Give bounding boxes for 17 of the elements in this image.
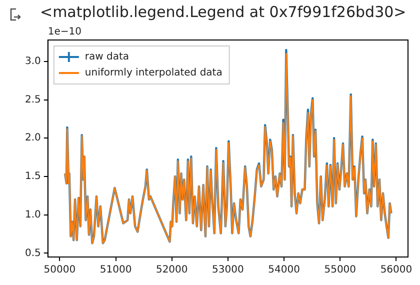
x-tick-label: 50000 [44, 264, 76, 276]
y-tick-label: 3.0 [24, 56, 41, 68]
x-tick-label: 54000 [268, 264, 300, 276]
x-tick-label: 53000 [212, 264, 244, 276]
y-tick-label: 2.0 [24, 132, 41, 144]
y-tick-label: 0.5 [24, 248, 41, 259]
y-tick-label: 1.5 [24, 171, 41, 182]
y-tick-label: 1.0 [24, 209, 41, 220]
legend-label: uniformly interpolated data [84, 68, 222, 79]
text: 1e−10 [48, 26, 82, 38]
y-tick-label: 2.5 [24, 94, 41, 106]
legend-label: raw data [84, 52, 130, 63]
x-tick-label: 52000 [156, 264, 188, 276]
x-tick-label: 56000 [380, 264, 412, 276]
chart-title: <matplotlib.legend.Legend at 0x7f991f26bd30> [40, 3, 406, 21]
x-tick-label: 51000 [100, 264, 132, 276]
x-tick-label: 55000 [324, 264, 356, 276]
